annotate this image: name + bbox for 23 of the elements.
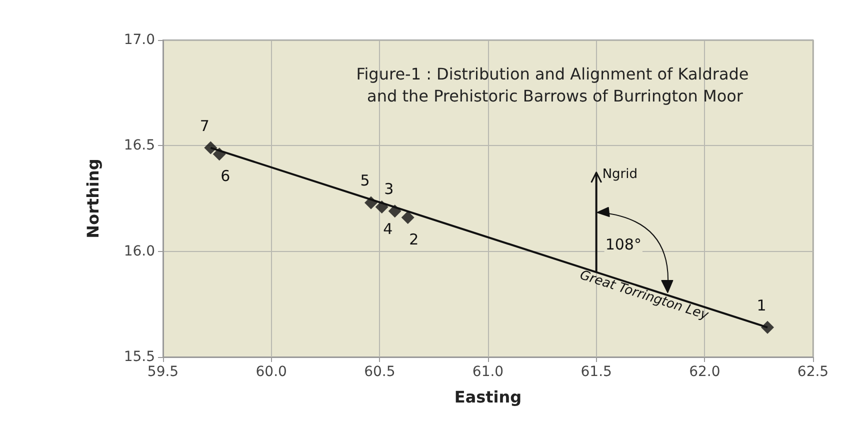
x-tick-label: 59.5 [147,364,179,380]
x-tick-label: 60.0 [256,364,287,380]
y-tick-label: 17.0 [124,32,155,48]
y-tick-label: 16.0 [124,243,155,260]
annotation: 2 [409,230,419,249]
x-tick-label: 60.5 [364,364,396,380]
x-tick-label: 62.0 [689,364,720,380]
annotation: 3 [384,180,394,198]
annotation: 6 [220,167,230,186]
annotation: 108° [605,235,642,254]
x-axis-title: Easting [454,388,522,406]
x-tick-label: 62.5 [797,364,829,380]
text: Figure-1 : Distribution and Alignment of Kaldrade and the Prehistoric Barrows of Burrington Moor [356,64,754,106]
annotation: 7 [200,116,210,135]
annotation: 4 [383,220,393,238]
annotation: 1 [756,296,766,314]
x-tick-label: 61.5 [580,364,612,380]
y-tick-label: 15.5 [124,349,155,365]
annotation: Ngrid [602,166,638,182]
y-axis-title: Northing [84,158,102,238]
x-tick-label: 61.0 [472,364,504,380]
annotation: 5 [360,172,370,190]
y-tick-label: 16.5 [124,138,155,154]
